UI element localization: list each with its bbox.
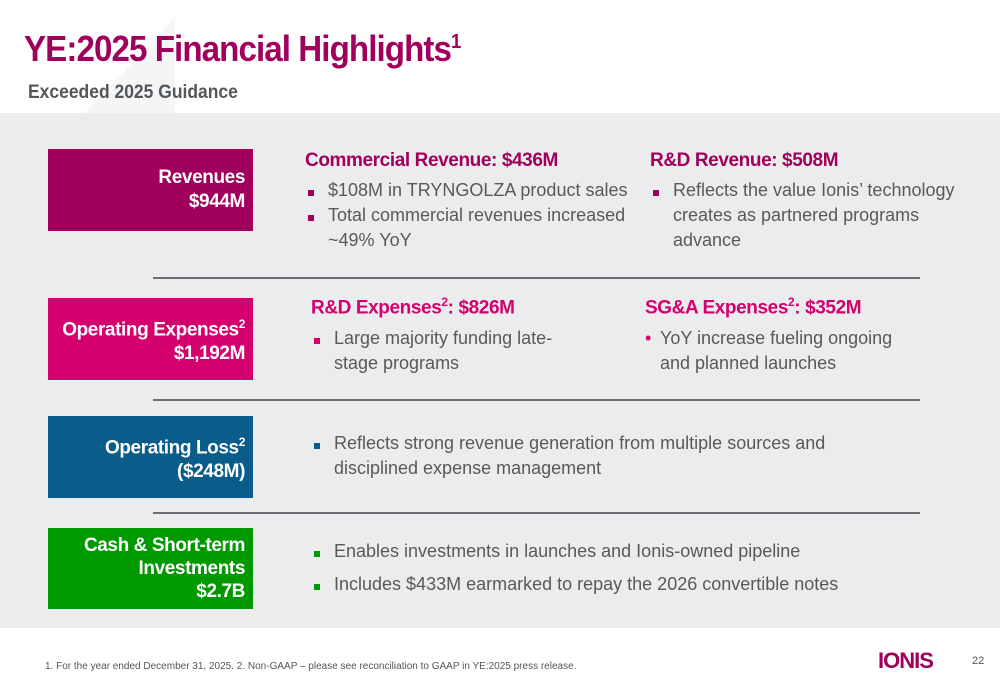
rd-expenses-section: R&D Expenses2: $826M Large majority fund… (311, 295, 571, 376)
footnote: 1. For the year ended December 31, 2025.… (45, 661, 577, 672)
page-title: YE:2025 Financial Highlights1 (24, 28, 461, 69)
revenues-box: Revenues $944M (48, 149, 253, 231)
list-item: Enables investments in launches and Ioni… (311, 539, 931, 564)
commercial-revenue-section: Commercial Revenue: $436M $108M in TRYNG… (305, 150, 635, 253)
page-number: 22 (972, 655, 985, 667)
sga-expenses-section: SG&A Expenses2: $352M • YoY increase fuel… (645, 295, 915, 376)
sga-expenses-heading: SG&A Expenses2: $352M (645, 295, 862, 319)
operating-loss-box: Operating Loss2 ($248M) (48, 416, 253, 498)
divider (153, 399, 920, 401)
list-item: $108M in TRYNGOLZA product sales (305, 178, 635, 203)
rd-expenses-heading: R&D Expenses2: $826M (311, 295, 515, 319)
ionis-logo: IONIS (878, 648, 934, 673)
cash-investments-box: Cash & Short-term Investments $2.7B (48, 528, 253, 609)
divider (153, 512, 920, 514)
decorative-shape (85, 18, 175, 113)
page-subtitle: Exceeded 2025 Guidance (28, 82, 238, 103)
divider (153, 277, 920, 279)
list-item: Reflects strong revenue generation from … (311, 431, 871, 481)
list-item: Reflects the value Ionis’ technology cre… (650, 178, 960, 253)
operating-expenses-box: Operating Expenses2 $1,192M (48, 298, 253, 380)
list-item: • YoY increase fueling ongoing and planne… (645, 328, 893, 374)
list-item: Includes $433M earmarked to repay the 20… (311, 572, 931, 597)
commercial-revenue-heading: Commercial Revenue: $436M (305, 150, 558, 171)
rd-revenue-heading: R&D Revenue: $508M (650, 150, 839, 171)
operating-loss-details: Reflects strong revenue generation from … (311, 431, 871, 481)
rd-revenue-section: R&D Revenue: $508M Reflects the value Io… (650, 150, 960, 253)
cash-details: Enables investments in launches and Ioni… (311, 539, 931, 597)
list-item: Large majority funding late-stage progra… (311, 326, 571, 376)
list-item: Total commercial revenues increased ~49%… (305, 203, 635, 253)
